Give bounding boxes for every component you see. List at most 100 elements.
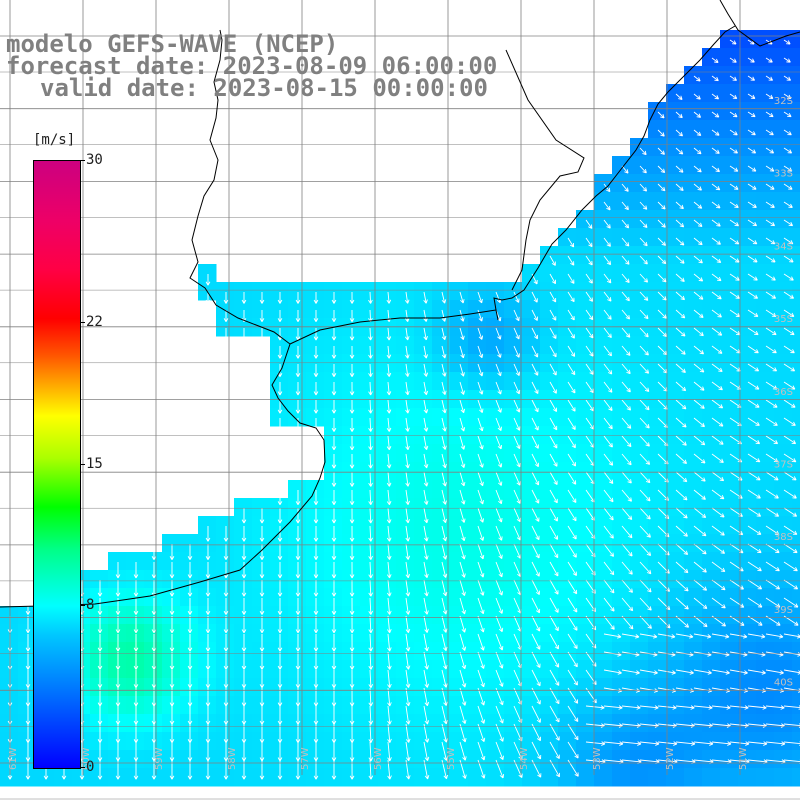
wind-speed-cell [594, 300, 613, 319]
wind-arrow [765, 579, 781, 590]
wind-speed-cell [414, 750, 433, 769]
wind-arrow [459, 471, 466, 487]
wind-arrow [693, 507, 707, 519]
wind-speed-cell [486, 570, 505, 589]
wind-arrow [387, 687, 392, 707]
wind-arrow [747, 561, 762, 572]
wind-arrow [783, 255, 794, 263]
wind-speed-cell [450, 570, 469, 589]
wind-arrow [349, 453, 355, 469]
wind-arrow [711, 543, 726, 554]
wind-speed-cell [306, 624, 325, 643]
wind-speed-cell [522, 516, 541, 535]
wind-arrow [549, 723, 560, 741]
wind-arrow [639, 561, 652, 575]
wind-arrow [603, 453, 614, 466]
wind-arrow [368, 741, 374, 762]
wind-speed-cell [702, 210, 721, 229]
wind-arrow [386, 363, 392, 377]
wind-speed-cell [720, 300, 739, 319]
wind-speed-cell [522, 624, 541, 643]
wind-arrow [711, 507, 725, 518]
wind-speed-cell [594, 372, 613, 391]
wind-arrow [675, 219, 685, 228]
wind-speed-cell [108, 606, 127, 625]
wind-arrow [441, 525, 448, 542]
wind-arrow [349, 669, 355, 689]
wind-speed-cell [342, 552, 361, 571]
wind-arrow [387, 597, 392, 615]
wind-arrow [747, 507, 762, 517]
wind-arrow [513, 291, 520, 303]
wind-speed-cell [396, 732, 415, 751]
wind-speed-cell [270, 534, 289, 553]
wind-arrow [531, 453, 539, 468]
wind-arrow [621, 741, 642, 746]
wind-arrow [277, 292, 283, 304]
wind-arrow [423, 669, 430, 688]
wind-arrow [441, 417, 447, 432]
wind-speed-cell [378, 372, 397, 391]
wind-speed-cell [684, 102, 703, 121]
wind-speed-cell [234, 606, 253, 625]
wind-arrow [783, 525, 798, 535]
wind-speed-cell [414, 534, 433, 553]
wind-arrow [223, 544, 229, 560]
wind-speed-cell [702, 228, 721, 247]
wind-speed-cell [504, 444, 523, 463]
wind-speed-cell [486, 732, 505, 751]
wind-speed-cell [342, 606, 361, 625]
wind-speed-cell [702, 462, 721, 481]
longitude-label: 51W [738, 747, 749, 770]
wind-speed-cell [306, 516, 325, 535]
wind-speed-cell [738, 642, 757, 661]
wind-speed-cell [468, 336, 487, 355]
wind-arrow [368, 327, 373, 341]
wind-arrow [115, 580, 121, 597]
wind-speed-cell [360, 516, 379, 535]
wind-arrow [441, 669, 448, 688]
wind-arrow [621, 507, 633, 520]
wind-speed-cell [792, 84, 800, 103]
wind-arrow [603, 615, 615, 630]
wind-arrow [585, 363, 594, 375]
wind-arrow [765, 147, 775, 154]
wind-arrow [585, 399, 595, 412]
wind-arrow [349, 291, 355, 304]
latitude-label: 34S [774, 241, 793, 252]
wind-speed-cell [360, 606, 379, 625]
wind-arrow [405, 345, 410, 359]
wind-arrow [25, 688, 31, 707]
wind-arrow [241, 544, 247, 560]
wind-arrow [405, 633, 411, 652]
wind-speed-cell [234, 570, 253, 589]
wind-arrow [639, 309, 649, 320]
wind-speed-cell [540, 300, 559, 319]
wind-speed-cell [648, 624, 667, 643]
wind-speed-cell [360, 660, 379, 679]
wind-speed-cell [792, 156, 800, 175]
wind-speed-cell [720, 750, 739, 769]
wind-arrow [277, 652, 283, 670]
wind-arrow [531, 309, 538, 321]
wind-arrow [405, 723, 411, 743]
wind-speed-cell [414, 768, 433, 787]
wind-speed-cell [288, 282, 307, 301]
wind-speed-cell [18, 642, 37, 661]
wind-arrow [711, 579, 726, 591]
wind-speed-cell [558, 606, 577, 625]
title-valid-date: valid date: 2023-08-15 00:00:00 [40, 74, 488, 102]
wind-speed-cell [198, 570, 217, 589]
wind-arrow [729, 129, 738, 136]
wind-speed-cell [342, 534, 361, 553]
wind-arrow [133, 688, 139, 707]
longitude-label: 61W [8, 747, 19, 770]
wind-speed-cell [522, 606, 541, 625]
wind-speed-cell [756, 660, 775, 679]
wind-arrow [711, 669, 730, 675]
wind-speed-cell [756, 264, 775, 283]
wind-arrow [603, 255, 612, 266]
wind-speed-cell [468, 354, 487, 373]
wind-arrow [387, 723, 392, 743]
wind-arrow [549, 741, 560, 759]
